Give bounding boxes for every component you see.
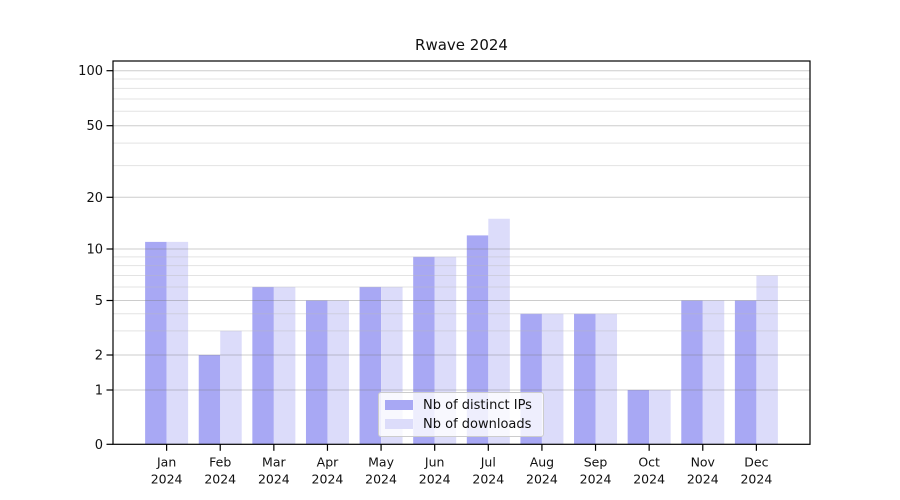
bar-distinct-ips-feb — [198, 355, 221, 445]
legend-swatch-downloads — [385, 419, 413, 429]
x-tick-label-year: 2024 — [365, 471, 397, 486]
bar-downloads-aug — [541, 313, 564, 445]
x-tick-label-year: 2024 — [687, 471, 719, 486]
x-tick-label-year: 2024 — [419, 471, 451, 486]
bar-downloads-nov — [702, 300, 725, 445]
x-tick-label-year: 2024 — [526, 471, 558, 486]
y-tick-label: 5 — [95, 294, 103, 309]
x-tick-label-year: 2024 — [258, 471, 290, 486]
x-tick-label-year: 2024 — [312, 471, 344, 486]
y-tick-label: 2 — [95, 349, 103, 364]
legend-label-distinct-ips: Nb of distinct IPs — [423, 397, 532, 413]
plot-border — [112, 60, 811, 445]
legend-label-downloads: Nb of downloads — [423, 416, 532, 432]
bar-distinct-ips-mar — [252, 286, 274, 445]
bar-distinct-ips-jan — [145, 241, 167, 445]
x-tick-label-month: Aug — [530, 454, 554, 469]
legend-item-downloads: Nb of downloads — [385, 417, 543, 432]
bar-downloads-sep — [595, 313, 618, 445]
x-tick-label-year: 2024 — [580, 471, 612, 486]
x-tick-label-month: Mar — [262, 454, 286, 469]
bar-distinct-ips-sep — [574, 313, 596, 445]
bar-downloads-dec — [756, 275, 778, 445]
x-tick-label-month: Jul — [480, 454, 496, 469]
x-tick-label-month: Jun — [424, 454, 445, 469]
bar-distinct-ips-oct — [627, 390, 650, 445]
bar-downloads-oct — [649, 390, 671, 445]
x-tick-label-month: Apr — [317, 454, 339, 469]
y-tick-label: 50 — [86, 119, 103, 134]
chart-title: Rwave 2024 — [415, 36, 508, 54]
legend-box: Nb of distinct IPs Nb of downloads — [378, 392, 544, 437]
y-tick-label: 100 — [78, 64, 103, 79]
x-tick-label-year: 2024 — [740, 471, 772, 486]
x-tick-label-year: 2024 — [151, 471, 183, 486]
bar-downloads-apr — [327, 300, 349, 445]
legend-swatch-distinct-ips — [385, 400, 413, 410]
bar-downloads-feb — [220, 330, 242, 445]
y-tick-label: 10 — [86, 243, 103, 258]
y-tick-label: 20 — [86, 191, 103, 206]
bar-distinct-ips-may — [359, 286, 382, 445]
x-tick-label-month: Sep — [584, 454, 608, 469]
bar-downloads-jan — [166, 241, 189, 445]
x-tick-label-month: Oct — [638, 454, 660, 469]
legend-item-distinct-ips: Nb of distinct IPs — [385, 398, 543, 413]
bar-downloads-jul — [488, 218, 510, 445]
x-tick-label-year: 2024 — [633, 471, 665, 486]
x-tick-label-year: 2024 — [472, 471, 504, 486]
y-tick-label: 1 — [95, 384, 103, 399]
bar-distinct-ips-dec — [734, 300, 757, 445]
bar-downloads-mar — [273, 286, 296, 445]
bar-distinct-ips-nov — [681, 300, 703, 445]
y-tick-label: 0 — [95, 438, 103, 453]
x-tick-label-month: Jan — [156, 454, 176, 469]
bar-distinct-ips-apr — [305, 300, 328, 445]
x-tick-label-month: May — [368, 454, 394, 469]
x-tick-label-month: Dec — [744, 454, 768, 469]
x-tick-label-year: 2024 — [204, 471, 236, 486]
x-tick-label-month: Feb — [209, 454, 231, 469]
x-tick-label-month: Nov — [691, 454, 716, 469]
